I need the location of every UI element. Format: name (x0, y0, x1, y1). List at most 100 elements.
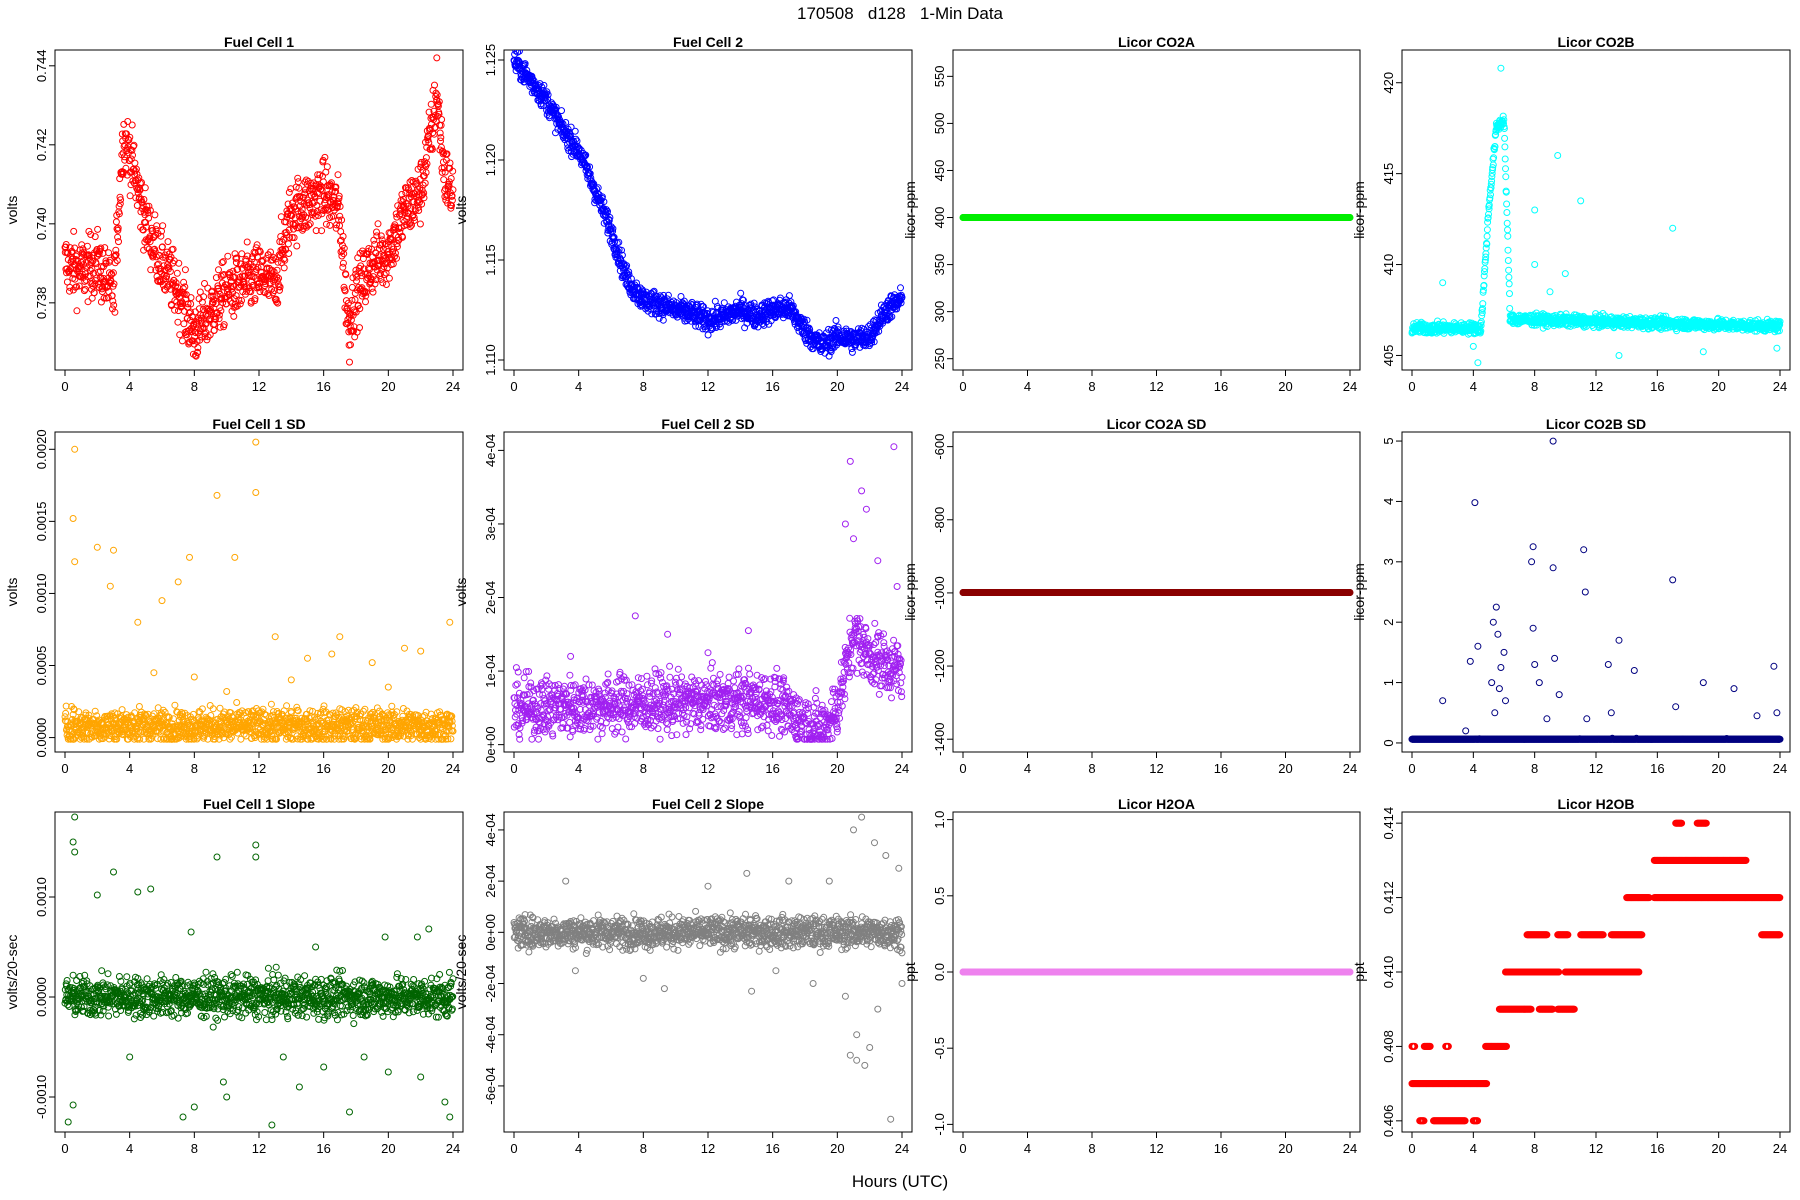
y-axis-label: volts (4, 196, 20, 225)
data-point (298, 206, 306, 214)
data-point (72, 256, 80, 263)
data-point (75, 282, 83, 290)
data-point (1346, 214, 1354, 221)
data-point (124, 135, 132, 143)
y-tick-label: 350 (932, 254, 947, 276)
data-point (116, 193, 124, 201)
data-point (327, 179, 335, 187)
data-point (446, 159, 454, 167)
data-point (219, 258, 227, 266)
figure-title: 170508 d128 1-Min Data (796, 4, 1004, 23)
data-point (88, 265, 96, 273)
data-point (1487, 191, 1494, 199)
x-tick-label: 16 (1214, 379, 1228, 394)
data-point (267, 248, 274, 256)
data-point (376, 245, 383, 253)
data-point (1500, 119, 1507, 127)
data-point (1499, 112, 1507, 120)
data-point (272, 295, 280, 303)
data-point (91, 233, 99, 241)
x-tick-label: 24 (1773, 379, 1787, 394)
data-point (294, 174, 302, 182)
data-point (143, 202, 151, 210)
data-point (642, 288, 650, 296)
data-point (558, 119, 566, 127)
panel-0: Fuel Cell 10 4 8 12 16 20 240.7380.7400.7420.7… (4, 34, 464, 394)
data-point (372, 276, 380, 284)
data-point (418, 200, 426, 208)
data-point (405, 186, 413, 194)
data-point (1490, 154, 1498, 162)
data-point (309, 199, 317, 207)
data-point (128, 121, 136, 129)
data-point (582, 151, 590, 159)
data-point (444, 185, 452, 193)
panel-title: Fuel Cell 1 (224, 34, 294, 50)
data-point (116, 200, 124, 208)
data-point (294, 178, 302, 186)
data-point (1479, 300, 1487, 308)
data-point (215, 311, 223, 319)
data-point (391, 253, 398, 260)
data-point (296, 193, 304, 201)
data-point (607, 223, 615, 231)
x-tick-label: 0 (959, 379, 966, 394)
data-point (166, 267, 174, 275)
data-point (609, 225, 617, 233)
data-point (70, 227, 78, 235)
data-point (319, 178, 327, 186)
data-point (159, 253, 167, 261)
data-point (151, 211, 159, 219)
data-point (273, 276, 281, 284)
x-tick-label: 12 (701, 379, 715, 394)
data-point (292, 205, 300, 213)
data-point (73, 283, 81, 291)
data-point (1501, 134, 1509, 142)
panel-1: Fuel Cell 20 4 8 12 16 20 241.1101.1151.1201.1… (453, 34, 913, 394)
data-point (264, 290, 272, 298)
data-point (650, 287, 658, 295)
data-point (356, 324, 363, 332)
data-point (243, 238, 251, 246)
data-point (80, 287, 88, 295)
x-tick-label: 0 (510, 379, 517, 394)
data-point (111, 308, 119, 316)
data-point (558, 107, 565, 115)
data-point (87, 231, 95, 238)
data-point (169, 245, 177, 253)
data-point (358, 272, 366, 280)
data-point (339, 232, 347, 240)
data-point (789, 302, 797, 310)
data-point (362, 288, 370, 296)
data-point (447, 175, 455, 182)
data-point (1503, 200, 1511, 208)
data-point (373, 232, 381, 240)
data-point (212, 300, 220, 308)
y-tick-label: 1.120 (483, 144, 498, 177)
data-point (340, 250, 348, 258)
data-point (212, 274, 220, 282)
data-point (602, 206, 610, 214)
data-point (412, 181, 420, 189)
data-point (552, 129, 559, 137)
data-point (90, 289, 98, 297)
data-point (102, 260, 110, 268)
data-point (311, 212, 319, 220)
data-point (114, 224, 122, 232)
data-point (420, 189, 428, 197)
data-point (428, 145, 436, 153)
data-point (441, 168, 449, 176)
data-point (419, 181, 427, 189)
data-point (215, 315, 223, 323)
data-point (232, 259, 240, 267)
data-point (350, 323, 358, 331)
data-point (1479, 305, 1486, 313)
data-point (648, 310, 656, 318)
data-point (1505, 280, 1513, 288)
data-point (536, 80, 544, 88)
data-point (1504, 257, 1512, 264)
data-point (201, 280, 208, 287)
x-tick-label: 16 (316, 379, 330, 394)
data-point (370, 236, 378, 244)
y-tick-label: 405 (1381, 345, 1396, 367)
